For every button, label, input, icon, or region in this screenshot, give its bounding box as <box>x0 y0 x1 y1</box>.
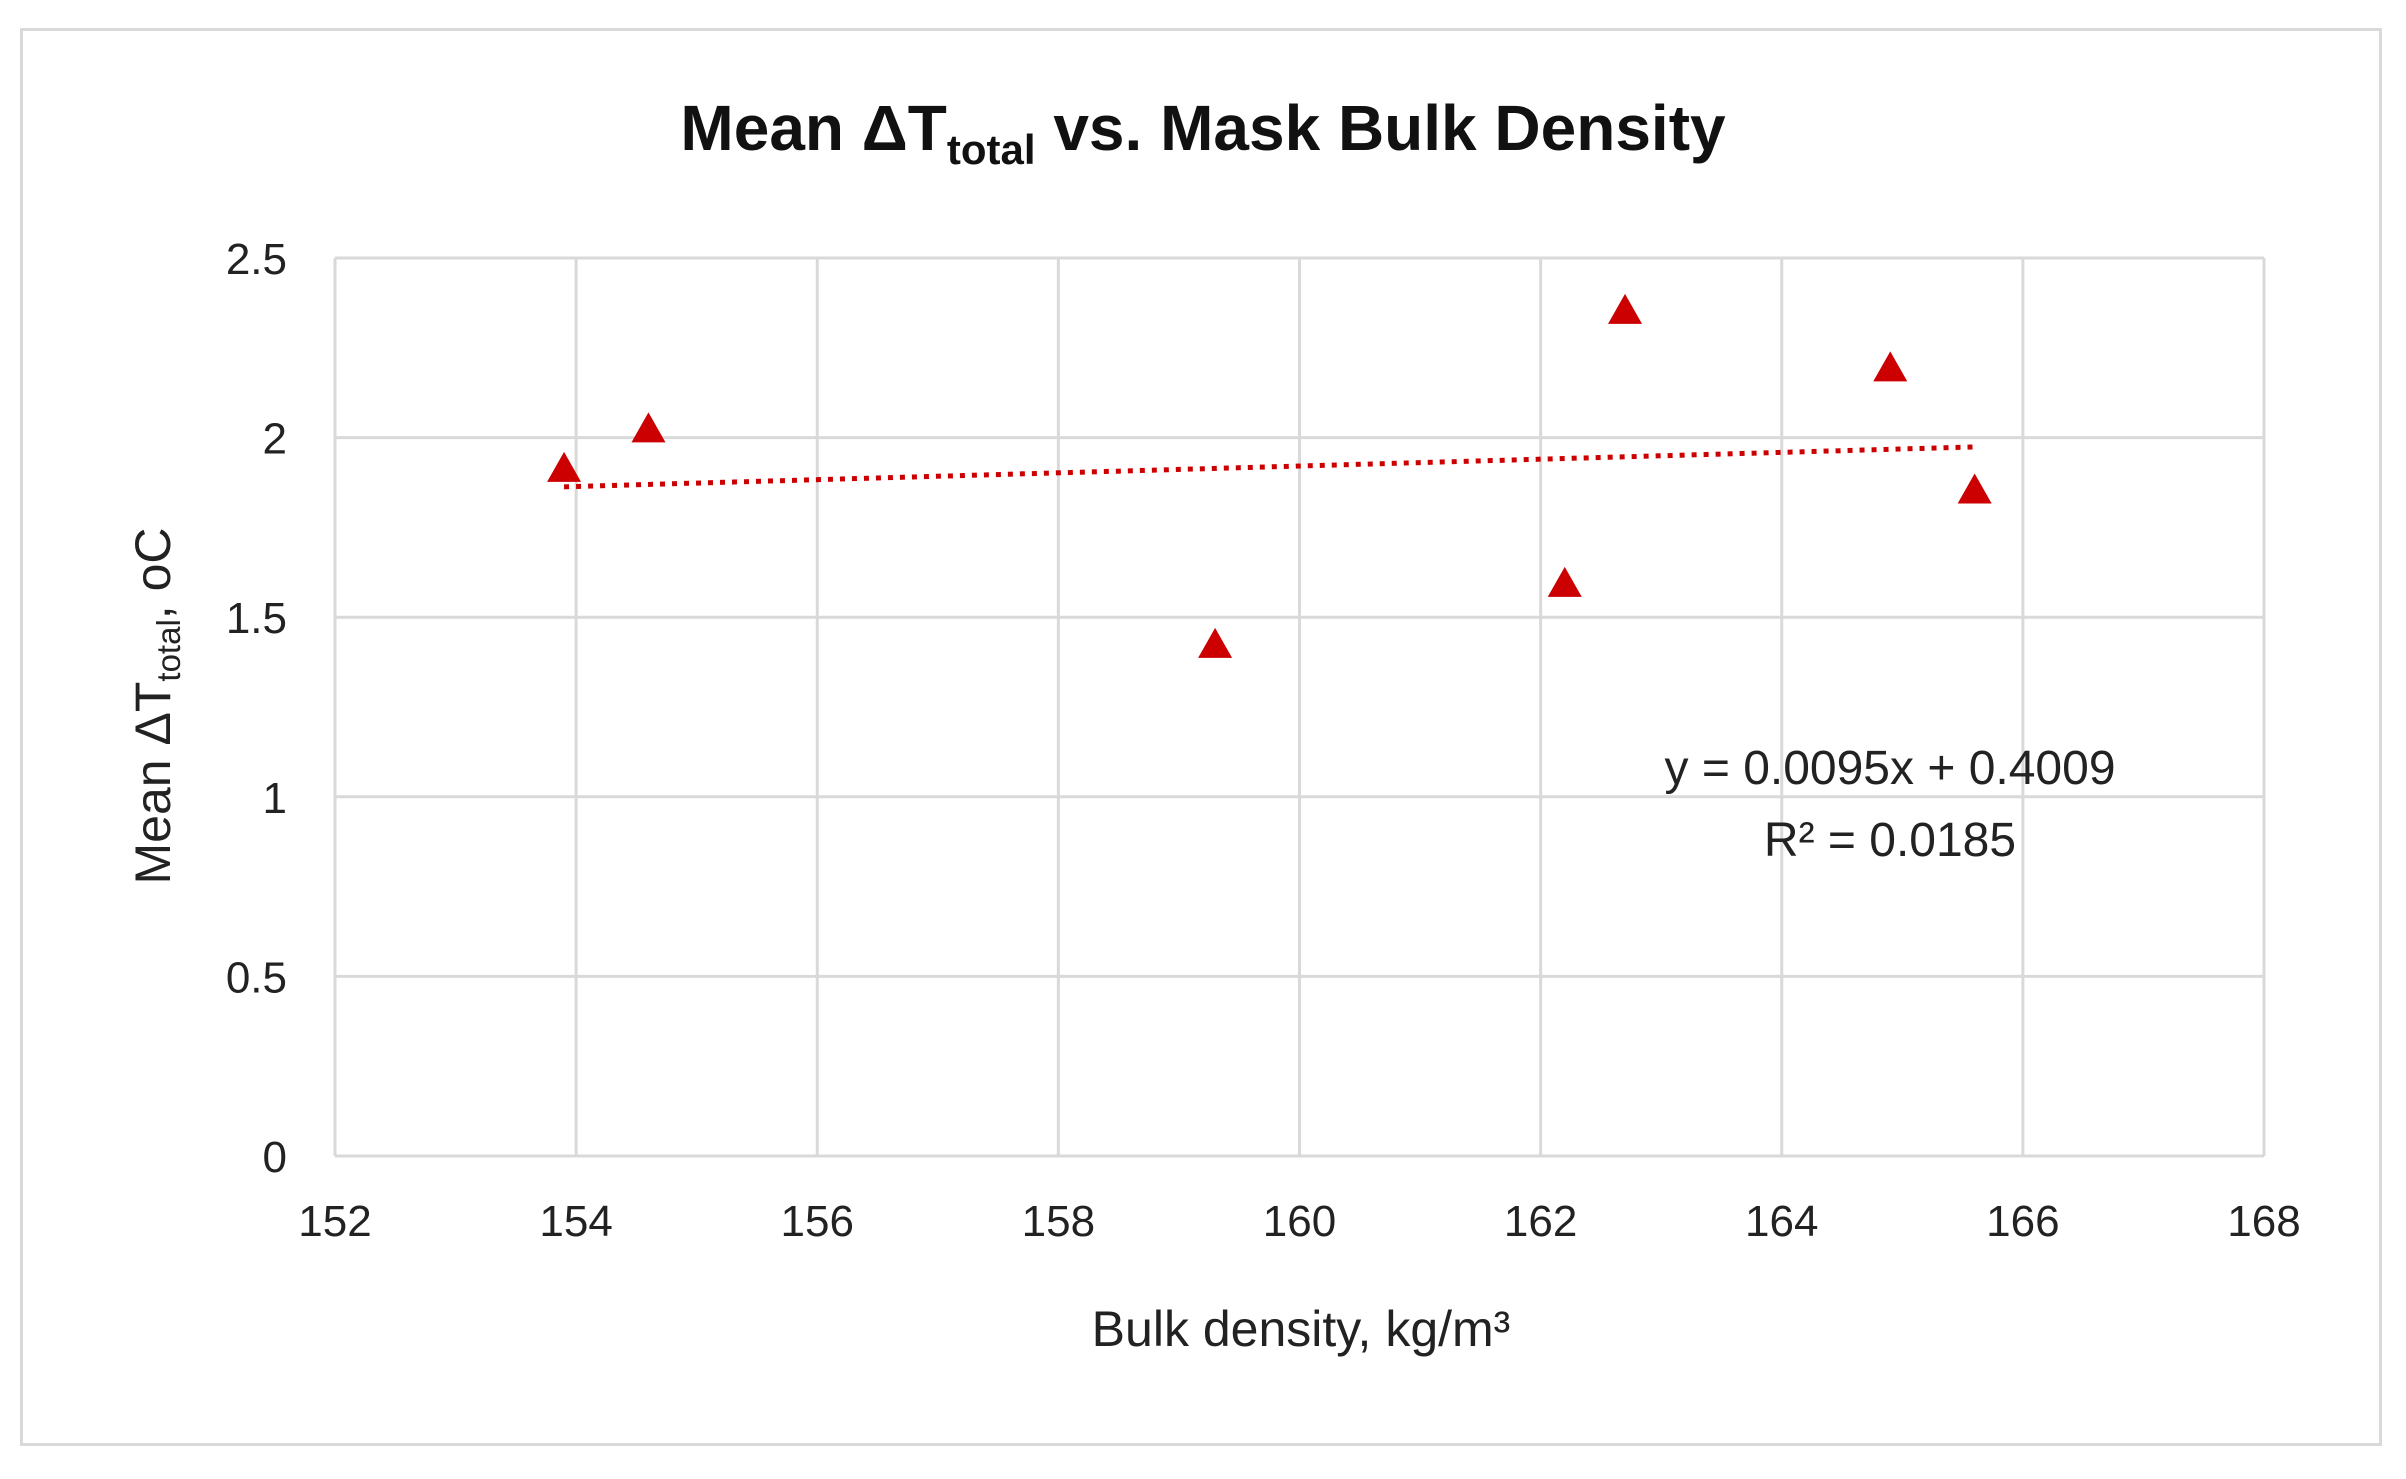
trendline-r-squared: R² = 0.0185 <box>1764 814 2016 867</box>
data-point-6 <box>1957 473 1992 504</box>
y-tick-labels: 0 0.5 1 1.5 2 2.5 <box>226 235 287 1182</box>
trendline-equation: y = 0.0095x + 0.4009 <box>1664 742 2115 795</box>
x-tick-label: 164 <box>1745 1197 1818 1246</box>
data-point-1 <box>631 412 666 443</box>
y-tick-label: 2 <box>263 415 287 464</box>
data-point-4 <box>1608 293 1643 324</box>
x-tick-label: 154 <box>539 1197 612 1246</box>
data-points <box>547 293 1992 658</box>
y-tick-label: 0.5 <box>226 953 287 1002</box>
trendline-path <box>563 444 1975 490</box>
x-tick-label: 166 <box>1986 1197 2059 1246</box>
y-tick-label: 1.5 <box>226 594 287 643</box>
x-tick-label: 152 <box>298 1197 371 1246</box>
x-axis-label: Bulk density, kg/m³ <box>1092 1301 1511 1357</box>
y-tick-label: 2.5 <box>226 235 287 284</box>
x-tick-label: 156 <box>781 1197 854 1246</box>
data-point-3 <box>1547 566 1582 597</box>
chart-title: Mean ΔTtotal vs. Mask Bulk Density <box>680 92 1726 173</box>
y-axis-label: Mean ΔTtotal, oC <box>125 528 187 885</box>
x-tick-label: 162 <box>1504 1197 1577 1246</box>
chart-frame <box>20 28 2382 1446</box>
trendline <box>563 444 1975 490</box>
data-point-2 <box>1198 627 1233 658</box>
x-tick-label: 168 <box>2227 1197 2300 1246</box>
x-tick-labels: 152 154 156 158 160 162 164 166 168 <box>298 1197 2300 1246</box>
y-tick-label: 0 <box>263 1133 287 1182</box>
data-point-0 <box>547 451 582 482</box>
gridlines <box>333 256 2266 1158</box>
x-tick-label: 160 <box>1263 1197 1336 1246</box>
y-tick-label: 1 <box>263 774 287 823</box>
x-tick-label: 158 <box>1022 1197 1095 1246</box>
data-point-5 <box>1873 351 1908 382</box>
